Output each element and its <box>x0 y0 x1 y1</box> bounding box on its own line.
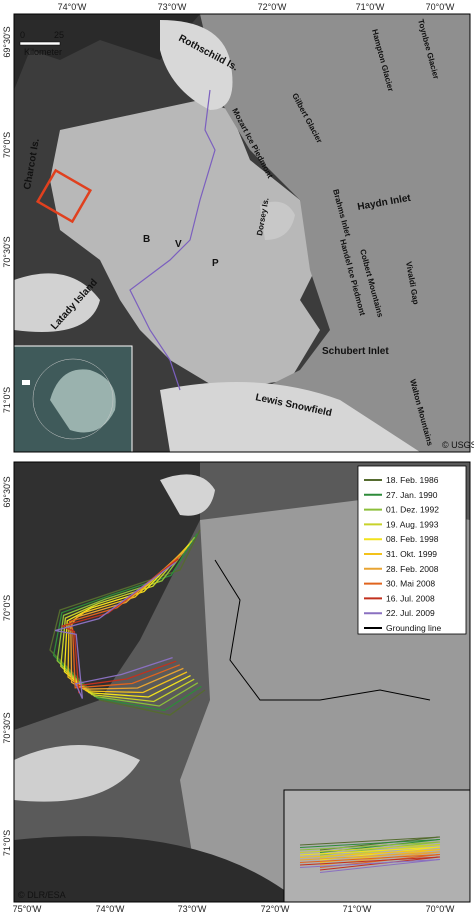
legend-label: 01. Dez. 1992 <box>386 505 439 515</box>
bottom-margin <box>14 902 474 915</box>
legend-label: 08. Feb. 1998 <box>386 534 439 544</box>
antarctica <box>50 369 116 433</box>
latady-island <box>14 745 140 802</box>
lat-label: 70°30'S <box>2 236 12 267</box>
lon-label: 72°0'W <box>261 904 290 914</box>
calving-front <box>52 533 202 712</box>
legend-label: 31. Okt. 1999 <box>386 549 437 559</box>
lewis-snowfield <box>160 382 420 452</box>
legend-label: 16. Jul. 2008 <box>386 593 435 603</box>
lon-label: 70°0'W <box>426 2 455 12</box>
place-label: P <box>212 258 219 269</box>
lon-label: 71°0'W <box>356 2 385 12</box>
lon-label: 73°0'W <box>178 904 207 914</box>
lat-label: 70°0'S <box>2 132 12 158</box>
inset-front <box>299 844 441 858</box>
credit: © USGS <box>442 440 474 450</box>
legend-label: Grounding line <box>386 623 442 633</box>
lon-label: 73°0'W <box>158 2 187 12</box>
scale-end: 25 <box>54 30 64 40</box>
frame <box>13 461 471 903</box>
legend-label: 28. Feb. 2008 <box>386 564 439 574</box>
grounding-line <box>129 89 216 391</box>
credit: © DLR/ESA <box>18 890 66 900</box>
calving-front <box>55 561 177 699</box>
lon-label: 72°0'W <box>258 2 287 12</box>
bottom-labels: 75°0'W 74°0'W 73°0'W 72°0'W 71°0'W 70°0'… <box>2 476 455 914</box>
inset-front <box>299 851 441 866</box>
left-margin <box>0 462 14 915</box>
rothschild-island <box>160 20 233 110</box>
lat-label: 71°0'S <box>2 830 12 856</box>
inset-front <box>299 839 441 853</box>
calving-front <box>68 554 182 689</box>
scale-start: 0 <box>20 30 25 40</box>
lat-label: 69°30'S <box>2 476 12 507</box>
study-area-box <box>35 168 93 224</box>
land <box>200 14 470 452</box>
inset-front <box>299 846 441 861</box>
dorsey-island <box>260 201 295 240</box>
lat-label: 71°0'S <box>2 387 12 413</box>
top-map <box>0 0 474 453</box>
grounding-line <box>214 559 431 701</box>
legend-label: 19. Aug. 1993 <box>386 519 439 529</box>
place-label: Schubert Inlet <box>322 346 389 357</box>
calving-front <box>60 558 179 694</box>
land-shadow <box>14 836 300 902</box>
frame <box>13 13 471 453</box>
lon-label: 75°0'W <box>13 904 42 914</box>
inset-front <box>299 859 441 873</box>
lon-label: 70°0'W <box>426 904 455 914</box>
lon-label: 71°0'W <box>343 904 372 914</box>
inset-marker <box>22 380 30 385</box>
place-label: V <box>175 239 182 250</box>
calving-front <box>49 529 206 716</box>
inset-front <box>299 836 441 851</box>
scale-unit: Kilometer <box>24 47 62 57</box>
top-margin <box>14 0 474 14</box>
legend: 18. Feb. 1986 27. Jan. 1990 01. Dez. 1992 1… <box>364 475 442 633</box>
inset-front <box>299 856 441 871</box>
pack-ice <box>14 14 200 90</box>
inset-circle <box>32 358 114 440</box>
lat-label: 69°30'S <box>2 26 12 57</box>
legend-label: 30. Mai 2008 <box>386 579 435 589</box>
lat-label: 70°0'S <box>2 595 12 621</box>
place-label: B <box>143 234 150 245</box>
inset-front <box>299 854 441 868</box>
legend-label: 27. Jan. 1990 <box>386 490 438 500</box>
lon-label: 74°0'W <box>58 2 87 12</box>
calving-fronts <box>49 529 441 873</box>
lon-label: 74°0'W <box>96 904 125 914</box>
bottom-map: 18. Feb. 1986 27. Jan. 1990 01. Dez. 1992 1… <box>0 461 474 915</box>
latady-island <box>14 273 100 332</box>
legend-label: 18. Feb. 1986 <box>386 475 439 485</box>
calving-front <box>56 536 199 707</box>
scale-bar <box>19 41 61 46</box>
inset-front <box>299 849 441 863</box>
lat-label: 70°30'S <box>2 712 12 743</box>
legend-label: 22. Jul. 2009 <box>386 608 435 618</box>
rothschild-island <box>160 474 215 516</box>
inset-front <box>299 841 441 856</box>
left-margin <box>0 0 14 452</box>
